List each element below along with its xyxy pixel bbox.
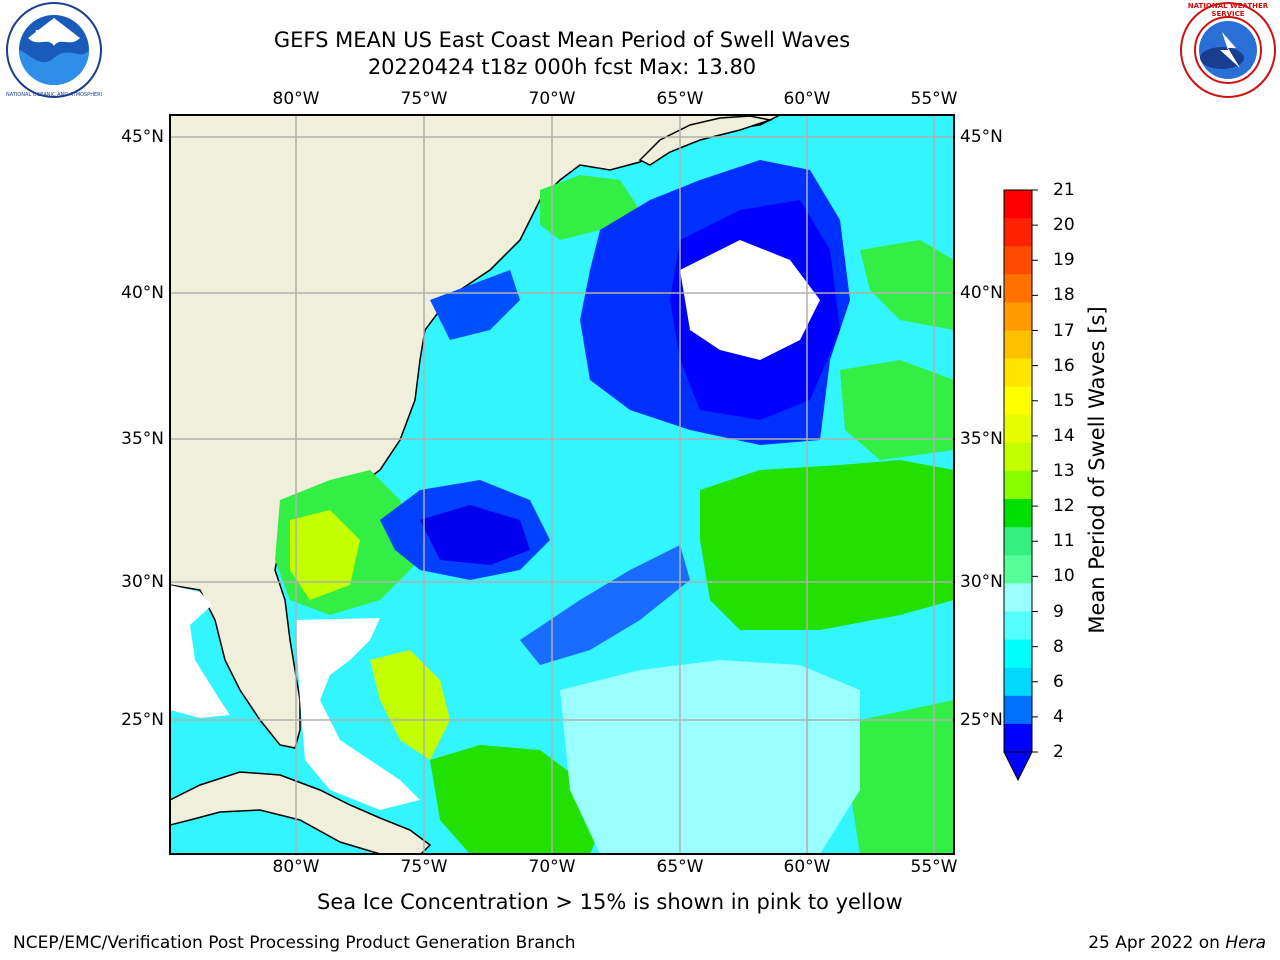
- lon-label-bottom: 70°W: [528, 857, 576, 877]
- colorbar-segment: [1004, 358, 1032, 388]
- sea-ice-note: Sea Ice Concentration > 15% is shown in …: [317, 890, 903, 914]
- colorbar-segment: [1004, 471, 1032, 500]
- lon-label-top: 80°W: [272, 89, 320, 109]
- swell-green-east-north: [860, 240, 954, 330]
- lat-label-left: 40°N: [121, 283, 164, 303]
- colorbar-tick-label: 17: [1053, 320, 1075, 341]
- lat-label-right: 40°N: [960, 283, 1003, 303]
- colorbar-segment: [1004, 527, 1032, 556]
- colorbar-tick-label: 12: [1053, 496, 1075, 517]
- colorbar-tick-label: 8: [1053, 636, 1064, 657]
- colorbar-segment: [1004, 330, 1032, 360]
- lon-label-top: 75°W: [400, 89, 448, 109]
- lat-label-right: 30°N: [960, 572, 1003, 592]
- lon-label-bottom: 65°W: [656, 857, 704, 877]
- lon-label-bottom: 75°W: [400, 857, 448, 877]
- swell-green-mid: [840, 360, 954, 460]
- lon-label-bottom: 60°W: [783, 857, 831, 877]
- lat-label-left: 25°N: [121, 710, 164, 730]
- nws-logo: [1180, 2, 1276, 98]
- colorbar-label: Mean Period of Swell Waves [s]: [1085, 306, 1109, 634]
- swell-yellow-southeast: [290, 510, 360, 600]
- nws-logo-ring-text: NATIONAL WEATHER SERVICE: [1187, 2, 1269, 18]
- colorbar-tick-label: 11: [1053, 531, 1075, 552]
- colorbar-segment: [1004, 555, 1032, 584]
- bahamas-white-area: [295, 618, 420, 810]
- colorbar-tick-label: 21: [1053, 180, 1075, 200]
- noaa-logo-label: NOAA: [34, 27, 74, 42]
- lat-label-left: 45°N: [121, 127, 164, 147]
- colorbar: [1003, 189, 1038, 782]
- gulf-white-area: [170, 585, 230, 718]
- swell-blue-deep-south: [420, 505, 530, 565]
- colorbar-segment: [1004, 302, 1032, 331]
- colorbar-segment: [1004, 218, 1032, 247]
- lon-label-top: 55°W: [910, 89, 958, 109]
- land-cuba: [170, 771, 432, 854]
- lon-label-bottom: 80°W: [272, 857, 320, 877]
- colorbar-segment: [1004, 583, 1032, 612]
- colorbar-segment: [1004, 386, 1032, 416]
- swell-lightblue-south: [560, 660, 860, 854]
- colorbar-segment: [1004, 695, 1032, 725]
- swell-green-southeast-ocean: [850, 700, 954, 854]
- colorbar-tick-label: 18: [1053, 285, 1075, 306]
- colorbar-segment: [1004, 611, 1032, 641]
- lon-label-top: 60°W: [783, 89, 831, 109]
- footer-credit: NCEP/EMC/Verification Post Processing Pr…: [13, 933, 576, 953]
- map-subtitle: 20220424 t18z 000h fcst Max: 13.80: [367, 55, 757, 79]
- colorbar-segment: [1004, 723, 1032, 753]
- swell-blue-band: [520, 545, 690, 665]
- colorbar-segment: [1004, 667, 1032, 697]
- footer-machine: Hera: [1225, 933, 1266, 953]
- colorbar-tick-label: 4: [1053, 706, 1064, 727]
- graticule: [170, 115, 954, 854]
- colorbar-tick-label: 13: [1053, 461, 1075, 481]
- footer-date-text: 25 Apr 2022 on: [1088, 933, 1220, 953]
- colorbar-segment: [1004, 639, 1032, 669]
- colorbar-extend-arrow: [1003, 751, 1033, 782]
- noaa-logo: [6, 2, 102, 98]
- colorbar-tick-label: 9: [1053, 601, 1064, 622]
- swell-green-caribbean: [430, 745, 600, 854]
- footer-date: 25 Apr 2022 on Hera: [1088, 933, 1266, 953]
- swell-yellow-caribbean: [370, 650, 450, 760]
- colorbar-tick-label: 19: [1053, 250, 1075, 271]
- colorbar-tick-label: 16: [1053, 355, 1075, 376]
- lat-label-left: 35°N: [121, 429, 164, 449]
- colorbar-tick-label: 20: [1053, 215, 1075, 236]
- map-title: GEFS MEAN US East Coast Mean Period of S…: [273, 28, 851, 52]
- colorbar-segment: [1004, 414, 1032, 444]
- colorbar-segment: [1004, 274, 1032, 303]
- colorbar-tick-label: 2: [1053, 742, 1064, 762]
- swell-green-east: [700, 460, 954, 630]
- colorbar-tick-label: 6: [1053, 671, 1064, 692]
- map-frame: [169, 114, 955, 855]
- swell-green-northeast: [540, 175, 640, 240]
- lon-label-top: 65°W: [656, 89, 704, 109]
- swell-blue-coast: [430, 270, 520, 340]
- lat-label-right: 25°N: [960, 710, 1003, 730]
- lat-label-right: 45°N: [960, 127, 1003, 147]
- colorbar-tick-label: 14: [1053, 425, 1075, 446]
- colorbar-segment: [1004, 190, 1032, 219]
- noaa-logo-ring-text: NATIONAL OCEANIC AND ATMOSPHERIC ADMINIS…: [6, 92, 102, 98]
- swell-white-center: [680, 240, 820, 360]
- colorbar-tick-label: 15: [1053, 390, 1075, 411]
- colorbar-segment: [1004, 246, 1032, 275]
- lat-label-right: 35°N: [960, 429, 1003, 449]
- lon-label-bottom: 55°W: [910, 857, 958, 877]
- colorbar-tick-label: 10: [1053, 566, 1075, 587]
- colorbar-segment: [1004, 442, 1032, 472]
- colorbar-segment: [1004, 499, 1032, 528]
- lon-label-top: 70°W: [528, 89, 576, 109]
- lat-label-left: 30°N: [121, 572, 164, 592]
